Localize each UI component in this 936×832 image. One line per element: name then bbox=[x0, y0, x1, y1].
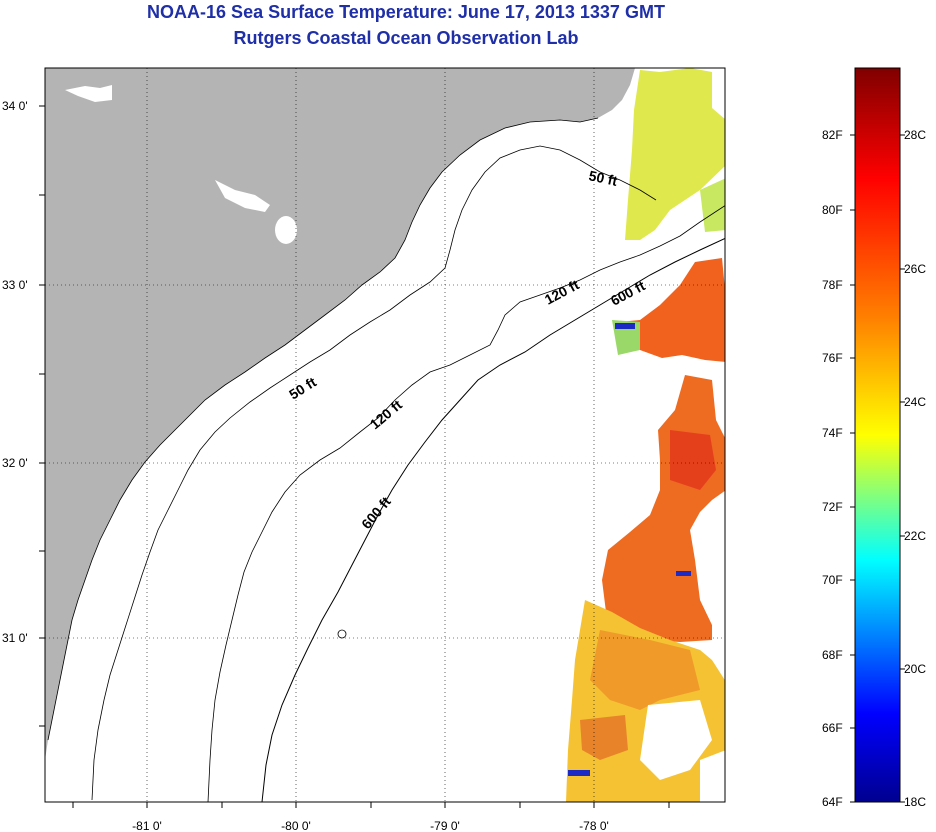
cb-f-70: 70F bbox=[822, 573, 843, 587]
lake bbox=[65, 85, 112, 102]
sst-data-swath bbox=[566, 68, 725, 802]
lon-label-78: -78 0' bbox=[579, 819, 609, 832]
lake bbox=[275, 216, 297, 244]
coastline bbox=[47, 117, 599, 741]
lake bbox=[215, 180, 270, 212]
map-frame bbox=[44, 67, 726, 803]
cb-f-66: 66F bbox=[822, 721, 843, 735]
cb-f-68: 68F bbox=[822, 648, 843, 662]
lat-label-31: 31 0' bbox=[2, 631, 28, 645]
cb-f-78: 78F bbox=[822, 278, 843, 292]
cb-f-72: 72F bbox=[822, 500, 843, 514]
lon-label-81: -81 0' bbox=[132, 819, 162, 832]
contour-600ft bbox=[261, 237, 725, 802]
land-mass bbox=[45, 68, 635, 760]
lat-label-32: 32 0' bbox=[2, 456, 28, 470]
cb-c-18: 18C bbox=[904, 795, 926, 809]
lon-label-79: -79 0' bbox=[430, 819, 460, 832]
cb-c-28: 28C bbox=[904, 128, 926, 142]
contour-label-50ft-north: 50 ft bbox=[587, 167, 619, 189]
graticule bbox=[45, 68, 725, 802]
cb-c-22: 22C bbox=[904, 529, 926, 543]
lon-label-80: -80 0' bbox=[281, 819, 311, 832]
cb-c-26: 26C bbox=[904, 262, 926, 276]
lat-label-33: 33 0' bbox=[2, 278, 28, 292]
cb-f-80: 80F bbox=[822, 203, 843, 217]
temperature-colorbar: 82F 80F 78F 76F 74F 72F 70F 68F 66F 64F … bbox=[822, 67, 926, 809]
cb-f-82: 82F bbox=[822, 128, 843, 142]
contour-120ft bbox=[207, 205, 725, 802]
contour-50ft bbox=[91, 145, 657, 801]
cb-f-64: 64F bbox=[822, 795, 843, 809]
map-title: NOAA-16 Sea Surface Temperature: June 17… bbox=[147, 2, 665, 22]
cb-f-74: 74F bbox=[822, 426, 843, 440]
map-subtitle: Rutgers Coastal Ocean Observation Lab bbox=[233, 28, 579, 48]
cb-f-76: 76F bbox=[822, 351, 843, 365]
cb-c-20: 20C bbox=[904, 662, 926, 676]
cb-c-24: 24C bbox=[904, 395, 926, 409]
axis-ticks bbox=[39, 105, 670, 808]
lat-label-34: 34 0' bbox=[2, 99, 28, 113]
